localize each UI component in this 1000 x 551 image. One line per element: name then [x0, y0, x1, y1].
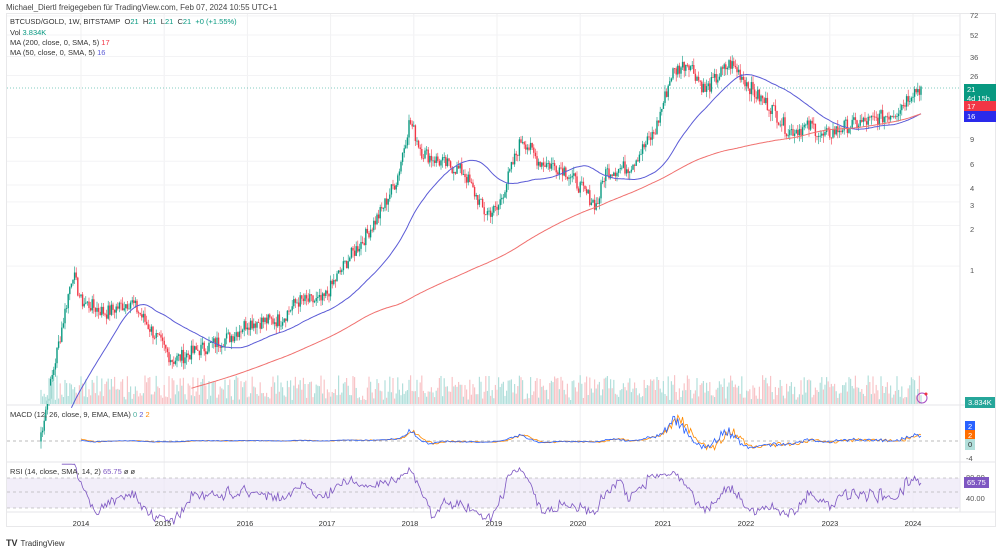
price-tick: 4	[970, 184, 975, 193]
x-tick: 2014	[72, 519, 90, 528]
signal-tag: 2	[965, 430, 976, 441]
change-value: +0 (+1.55%)	[195, 17, 237, 26]
histogram-tag: 0	[965, 439, 976, 450]
x-tick: 2023	[821, 519, 839, 528]
volume-tag: 3.834K	[965, 397, 995, 408]
macd-tag: 2	[965, 421, 976, 432]
x-tick: 2021	[654, 519, 672, 528]
price-tick: 9	[970, 135, 975, 144]
price-tick: 72	[970, 11, 979, 20]
ma50-legend[interactable]: MA (50, close, 0, SMA, 5) 16	[10, 48, 106, 57]
chart-frame	[6, 13, 996, 527]
ma50-tag: 16	[964, 111, 996, 122]
volume-value: 3.834K	[22, 28, 47, 37]
x-tick: 2016	[236, 519, 254, 528]
rsi-lower-tick: 40.00	[966, 494, 985, 503]
macd-legend[interactable]: MACD (12, 26, close, 9, EMA, EMA) 0 2 2	[10, 410, 150, 419]
price-tick: 3	[970, 201, 975, 210]
price-tick: 1	[970, 266, 975, 275]
symbol-label: BTCUSD/GOLD, 1W, BITSTAMP	[10, 17, 121, 26]
x-tick: 2017	[318, 519, 336, 528]
tradingview-logo[interactable]: TV TradingView	[6, 538, 65, 548]
bar-countdown: 4d 15h	[967, 94, 990, 103]
ma200-tag: 17	[964, 101, 996, 112]
last-price-tag: 21 4d 15h	[964, 84, 996, 104]
volume-legend[interactable]: Vol 3.834K	[10, 28, 47, 37]
ma200-value: 17	[101, 38, 110, 47]
rsi-legend[interactable]: RSI (14, close, SMA, 14, 2) 65.75 ø ø	[10, 467, 136, 476]
symbol-legend[interactable]: BTCUSD/GOLD, 1W, BITSTAMP O21 H21 L21 C2…	[10, 17, 237, 26]
high-value: 21	[148, 17, 157, 26]
tv-logo-icon: TV	[6, 538, 18, 548]
low-value: 21	[164, 17, 174, 26]
ma50-value: 16	[97, 48, 106, 57]
x-tick: 2024	[904, 519, 922, 528]
share-credit: Michael_Diertl freigegeben für TradingVi…	[6, 3, 278, 12]
x-tick: 2015	[154, 519, 172, 528]
price-tick: 52	[970, 31, 979, 40]
x-tick: 2020	[569, 519, 587, 528]
price-tick: 2	[970, 225, 975, 234]
rsi-tag: 65.75	[964, 477, 989, 488]
macd-axis-low: -4	[966, 454, 973, 463]
alert-lightning-icon[interactable]	[916, 392, 928, 404]
price-tick: 26	[970, 72, 979, 81]
price-tick: 36	[970, 53, 979, 62]
ma200-legend[interactable]: MA (200, close, 0, SMA, 5) 17	[10, 38, 110, 47]
open-value: 21	[130, 17, 139, 26]
x-tick: 2018	[401, 519, 419, 528]
x-tick: 2019	[485, 519, 503, 528]
x-tick: 2022	[737, 519, 755, 528]
close-value: 21	[182, 17, 192, 26]
price-tick: 6	[970, 160, 975, 169]
